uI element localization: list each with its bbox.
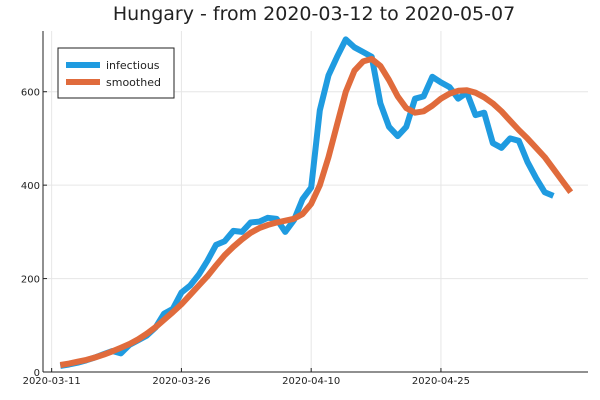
series-line-smoothed [59, 56, 574, 368]
series-lines [59, 36, 574, 369]
x-tick-labels: 2020-03-11 2020-03-26 2020-04-10 2020-04-25 [23, 376, 470, 387]
x-tick-label: 2020-03-11 [23, 376, 81, 387]
y-tick-labels: 0 200 400 600 [21, 88, 40, 379]
y-tick-label: 0 [34, 368, 40, 379]
axes [42, 31, 588, 373]
legend-label-smoothed: smoothed [106, 76, 161, 89]
x-tick-label: 2020-04-10 [282, 376, 340, 387]
legend-box [57, 47, 175, 99]
legend-label-infectious: infectious [106, 59, 160, 72]
chart-title: Hungary - from 2020-03-12 to 2020-05-07 [113, 3, 515, 25]
legend: infectious smoothed [57, 47, 175, 99]
x-tick-label: 2020-04-25 [412, 376, 470, 387]
x-tick-label: 2020-03-26 [152, 376, 210, 387]
y-tick-label: 200 [21, 275, 40, 286]
y-tick-label: 400 [21, 181, 40, 192]
y-tick-label: 600 [21, 88, 40, 99]
